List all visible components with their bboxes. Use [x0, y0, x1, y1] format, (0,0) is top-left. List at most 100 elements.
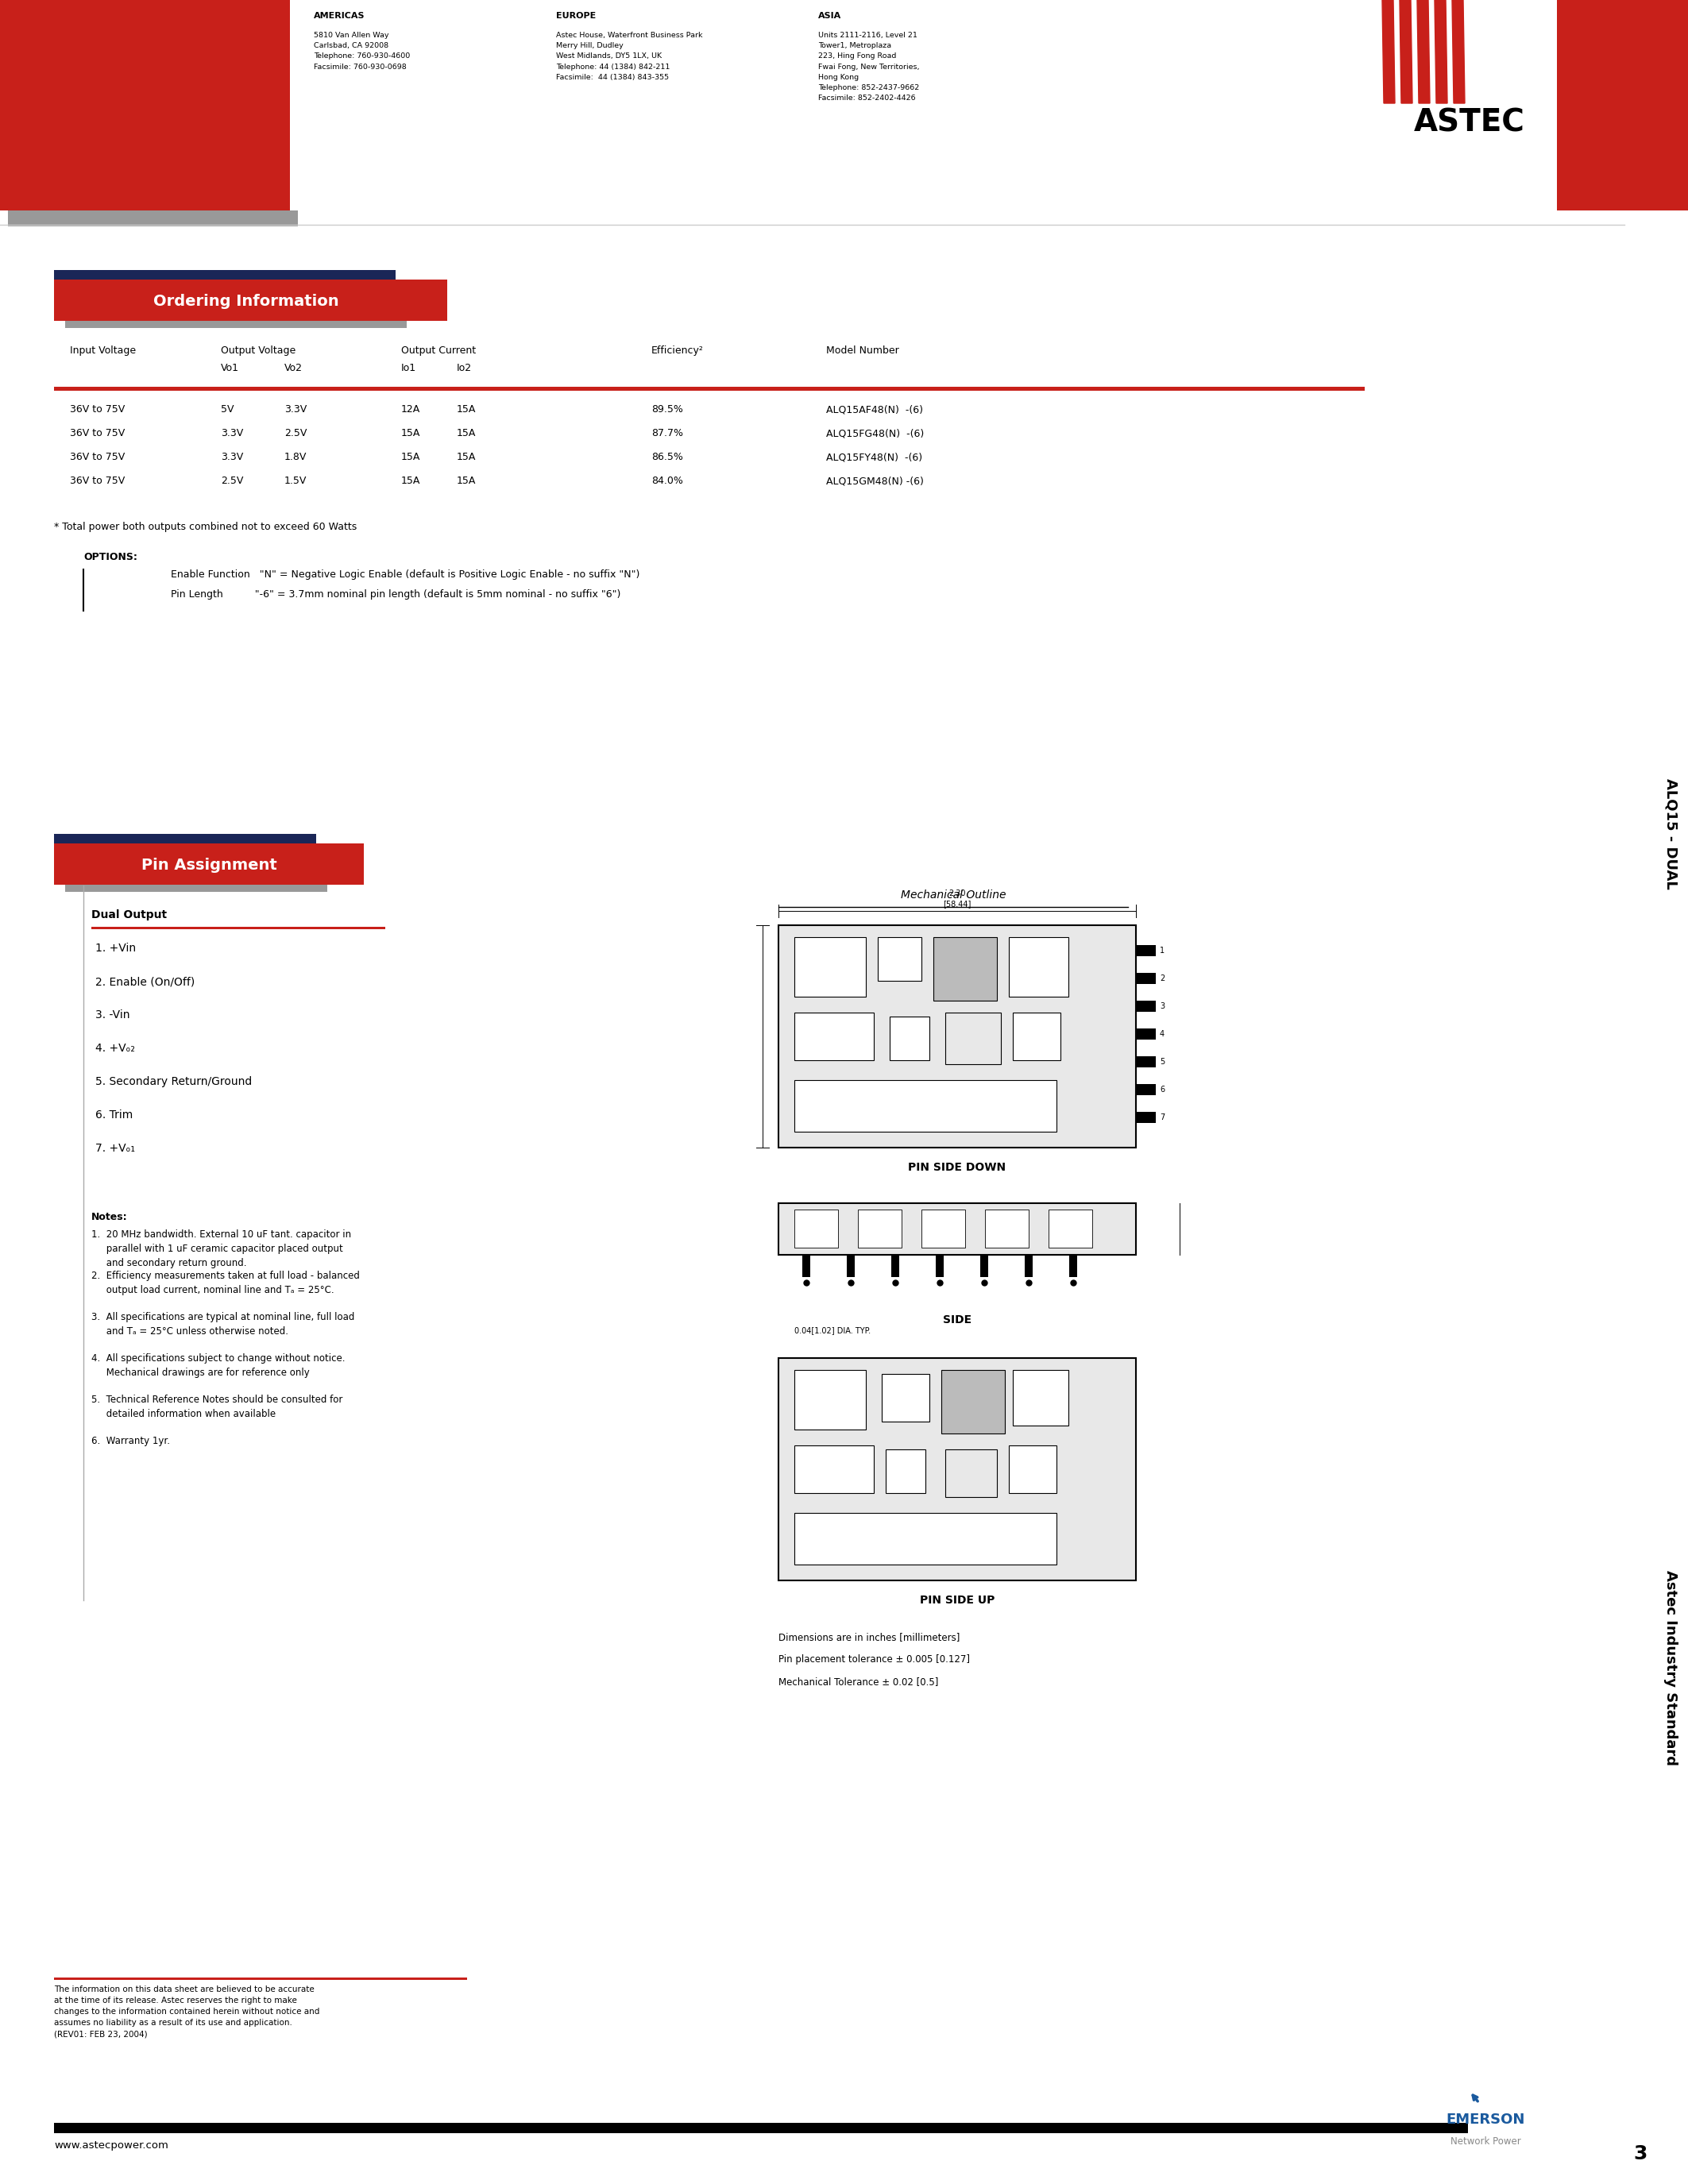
Bar: [1556, 0, 1688, 210]
Text: 1.  20 MHz bandwidth. External 10 uF tant. capacitor in
     parallel with 1 uF : 1. 20 MHz bandwidth. External 10 uF tant…: [91, 1230, 351, 1269]
Text: 3.  All specifications are typical at nominal line, full load
     and Tₐ = 25°C: 3. All specifications are typical at nom…: [91, 1313, 354, 1337]
Bar: [945, 1450, 998, 1496]
Text: Io1: Io1: [402, 363, 417, 373]
Text: 89.5%: 89.5%: [652, 404, 684, 415]
Text: PIN SIDE DOWN: PIN SIDE DOWN: [908, 1162, 1006, 1173]
Text: 7: 7: [1160, 1114, 1165, 1120]
Bar: [1009, 937, 1069, 996]
Text: Pin Length          "-6" = 3.7mm nominal pin length (default is 5mm nominal - no: Pin Length "-6" = 3.7mm nominal pin leng…: [170, 590, 621, 601]
Text: 87.7%: 87.7%: [652, 428, 684, 439]
Text: 0.04[1.02] DIA. TYP.: 0.04[1.02] DIA. TYP.: [795, 1326, 871, 1334]
Text: OPTIONS:: OPTIONS:: [83, 553, 137, 561]
Text: EMERSON: EMERSON: [1447, 2112, 1524, 2127]
Text: Notes:: Notes:: [91, 1212, 128, 1223]
Text: ALQ15 - DUAL: ALQ15 - DUAL: [1663, 778, 1678, 889]
Text: Output Voltage: Output Voltage: [221, 345, 295, 356]
Bar: [1009, 1446, 1057, 1494]
Bar: [795, 1013, 874, 1059]
Bar: [54, 2123, 1469, 2134]
Bar: [795, 937, 866, 996]
Bar: [878, 937, 922, 981]
Bar: [891, 1256, 900, 1278]
Text: 36V to 75V: 36V to 75V: [69, 476, 125, 487]
Text: 6. Trim: 6. Trim: [95, 1109, 133, 1120]
Bar: [1013, 1369, 1069, 1426]
Bar: [1136, 1000, 1156, 1011]
Bar: [1136, 1029, 1156, 1040]
Text: 2.5V: 2.5V: [221, 476, 243, 487]
Text: Vo2: Vo2: [284, 363, 302, 373]
Bar: [922, 1210, 966, 1247]
Bar: [54, 387, 1364, 391]
Text: Astec Industry Standard: Astec Industry Standard: [1663, 1570, 1678, 1765]
Bar: [1136, 972, 1156, 985]
Text: 2.30: 2.30: [949, 889, 966, 898]
Bar: [54, 843, 365, 885]
Text: 5V: 5V: [221, 404, 235, 415]
Text: Pin placement tolerance ± 0.005 [0.127]: Pin placement tolerance ± 0.005 [0.127]: [778, 1653, 971, 1664]
Bar: [1048, 1210, 1092, 1247]
Bar: [778, 926, 1136, 1147]
Text: AMERICAS: AMERICAS: [314, 11, 365, 20]
Polygon shape: [1382, 0, 1394, 103]
Text: 3: 3: [1160, 1002, 1165, 1011]
Text: Output Current: Output Current: [402, 345, 476, 356]
Text: 3.3V: 3.3V: [221, 452, 243, 463]
Text: ASTEC: ASTEC: [1415, 107, 1524, 138]
Text: [58.44]: [58.44]: [944, 900, 971, 909]
Bar: [1136, 946, 1156, 957]
Text: ALQ15GM48(N) -(6): ALQ15GM48(N) -(6): [825, 476, 923, 487]
Text: Vo1: Vo1: [221, 363, 240, 373]
Text: 15A: 15A: [457, 404, 476, 415]
Bar: [890, 1016, 930, 1059]
Text: Mechanical Outline: Mechanical Outline: [901, 889, 1006, 900]
Bar: [986, 1210, 1028, 1247]
Text: ALQ15FG48(N)  -(6): ALQ15FG48(N) -(6): [825, 428, 923, 439]
Bar: [858, 1210, 901, 1247]
Bar: [0, 0, 290, 210]
Bar: [795, 1210, 837, 1247]
Text: PIN SIDE UP: PIN SIDE UP: [920, 1594, 994, 1605]
Text: 36V to 75V: 36V to 75V: [69, 428, 125, 439]
Text: Input Voltage: Input Voltage: [69, 345, 137, 356]
Text: 15A: 15A: [457, 476, 476, 487]
Text: Astec House, Waterfront Business Park
Merry Hill, Dudley
West Midlands, DY5 1LX,: Astec House, Waterfront Business Park Me…: [555, 33, 702, 81]
Bar: [66, 878, 327, 891]
Text: 1.8V: 1.8V: [284, 452, 307, 463]
Text: 15A: 15A: [402, 452, 420, 463]
Text: SIDE: SIDE: [944, 1315, 972, 1326]
Text: Dual Output: Dual Output: [91, 909, 167, 919]
Text: Units 2111-2116, Level 21
Tower1, Metroplaza
223, Hing Fong Road
Fwai Fong, New : Units 2111-2116, Level 21 Tower1, Metrop…: [819, 33, 920, 103]
Bar: [881, 1374, 930, 1422]
Bar: [1136, 1083, 1156, 1094]
Text: 12A: 12A: [402, 404, 420, 415]
Text: 3.3V: 3.3V: [284, 404, 307, 415]
Text: 3. -Vin: 3. -Vin: [95, 1009, 130, 1020]
Text: Ordering Information: Ordering Information: [154, 293, 339, 308]
Bar: [54, 271, 395, 314]
Bar: [778, 1358, 1136, 1581]
Bar: [945, 1013, 1001, 1064]
Bar: [933, 937, 998, 1000]
Text: 5.  Technical Reference Notes should be consulted for
     detailed information : 5. Technical Reference Notes should be c…: [91, 1396, 343, 1420]
Bar: [795, 1514, 1057, 1564]
Text: Io2: Io2: [457, 363, 473, 373]
Polygon shape: [1418, 0, 1430, 103]
Bar: [802, 1256, 810, 1278]
Bar: [1013, 1013, 1060, 1059]
Text: 5810 Van Allen Way
Carlsbad, CA 92008
Telephone: 760-930-4600
Facsimile: 760-930: 5810 Van Allen Way Carlsbad, CA 92008 Te…: [314, 33, 410, 70]
Text: Network Power: Network Power: [1450, 2136, 1521, 2147]
Text: 2. Enable (On/Off): 2. Enable (On/Off): [95, 976, 194, 987]
Bar: [935, 1256, 944, 1278]
Text: 5: 5: [1160, 1057, 1165, 1066]
Text: 1. +Vin: 1. +Vin: [95, 943, 137, 954]
Polygon shape: [1452, 0, 1465, 103]
Text: * Total power both outputs combined not to exceed 60 Watts: * Total power both outputs combined not …: [54, 522, 356, 533]
Text: 6: 6: [1160, 1085, 1165, 1094]
Bar: [1136, 1057, 1156, 1068]
Text: Efficiency²: Efficiency²: [652, 345, 704, 356]
Text: 2.5V: 2.5V: [284, 428, 307, 439]
Text: EUROPE: EUROPE: [555, 11, 596, 20]
Bar: [54, 1977, 468, 1981]
Text: 5. Secondary Return/Ground: 5. Secondary Return/Ground: [95, 1077, 252, 1088]
